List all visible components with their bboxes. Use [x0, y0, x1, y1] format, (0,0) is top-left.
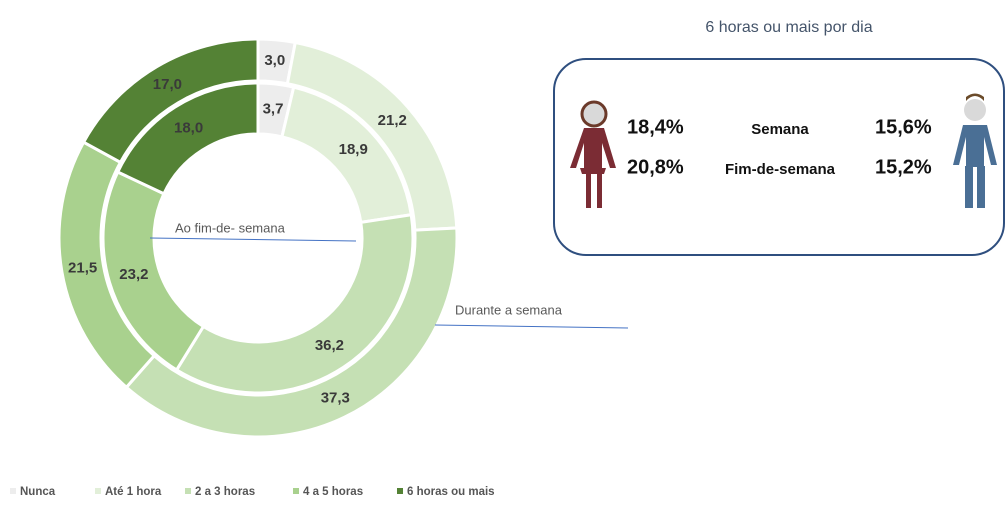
female-percent: 18,4%	[627, 116, 684, 138]
legend-label: 4 a 5 horas	[303, 486, 363, 498]
legend-label: Até 1 hora	[105, 486, 162, 498]
male-percent: 15,2%	[875, 156, 932, 178]
legend-swatch	[293, 488, 299, 494]
male-percent: 15,6%	[875, 116, 932, 138]
annotation-line	[149, 237, 357, 242]
legend-swatch	[95, 488, 101, 494]
data-label: 21,5	[68, 260, 97, 277]
legend-label: Nunca	[20, 486, 56, 498]
data-label: 18,9	[339, 141, 368, 158]
row-label: Semana	[751, 121, 809, 138]
legend-label: 2 a 3 horas	[195, 486, 255, 498]
row-label: Fim-de-semana	[725, 161, 836, 178]
legend-swatch	[10, 488, 16, 494]
data-label: 21,2	[378, 112, 407, 129]
legend-label: 6 horas ou mais	[407, 486, 495, 498]
female-percent: 20,8%	[627, 156, 684, 178]
inner-ring-annotation: Ao fim-de- semana	[175, 220, 286, 235]
outer-ring-annotation: Durante a semana	[455, 302, 563, 317]
data-label: 3,7	[263, 100, 284, 117]
donut: 3,0 21,2 37,3 21,5 17,0 3,7 18,9 36,2 23,2 18,0	[57, 37, 459, 439]
legend-swatch	[185, 488, 191, 494]
legend: Nunca Até 1 hora 2 a 3 horas 4 a 5 horas 6 h…	[10, 486, 495, 498]
data-label: 3,0	[264, 52, 285, 69]
annotation-line	[434, 324, 629, 329]
data-label: 18,0	[174, 120, 203, 137]
data-label: 37,3	[321, 389, 350, 406]
data-label: 17,0	[153, 76, 182, 93]
info-box	[553, 58, 1005, 256]
donut-segment	[115, 81, 260, 196]
box-title: 6 horas ou mais por dia	[705, 19, 872, 36]
box-rows: 18,4% Semana 15,6% 20,8% Fim-de-semana 15,2%	[627, 116, 932, 178]
legend-swatch	[397, 488, 403, 494]
female-icon	[570, 100, 616, 208]
donut-segment	[174, 213, 415, 395]
male-icon	[953, 93, 997, 208]
donut-segment	[81, 37, 260, 165]
data-label: 23,2	[119, 266, 148, 283]
data-label: 36,2	[315, 337, 344, 354]
